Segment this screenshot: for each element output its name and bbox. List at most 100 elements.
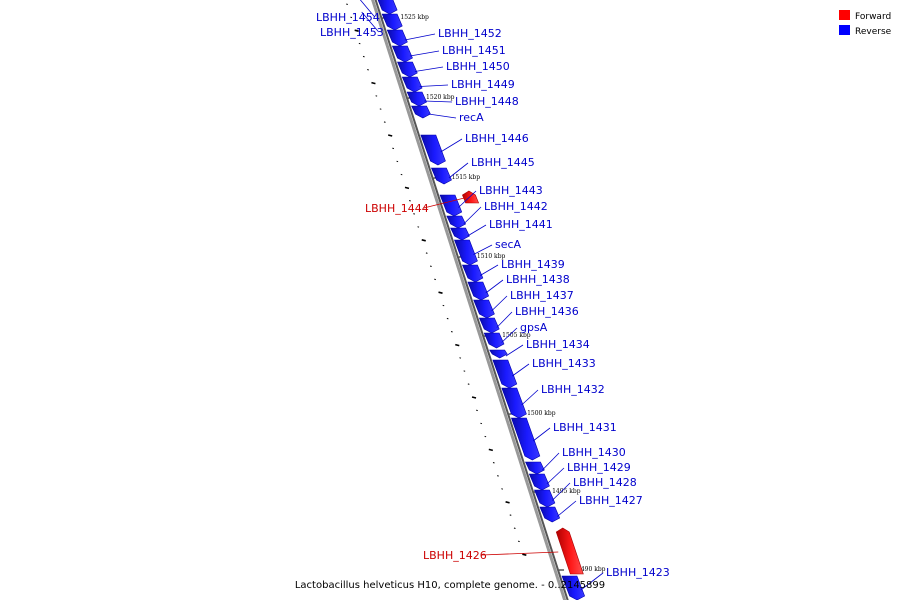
gene-label[interactable]: LBHH_1432 bbox=[541, 383, 605, 396]
gene-reverse[interactable] bbox=[430, 167, 452, 185]
label-leader-line bbox=[409, 50, 440, 57]
gene-reverse[interactable] bbox=[411, 105, 431, 119]
label-leader-line bbox=[414, 66, 444, 72]
gene-reverse[interactable] bbox=[528, 473, 550, 491]
legend-forward-swatch bbox=[839, 10, 850, 20]
label-leader-line bbox=[404, 33, 436, 41]
tick-mark bbox=[367, 69, 369, 71]
gene-label[interactable]: LBHH_1449 bbox=[451, 78, 515, 91]
gene-reverse[interactable] bbox=[461, 264, 484, 283]
gene-label[interactable]: LBHH_1454 bbox=[316, 11, 380, 24]
gene-reverse[interactable] bbox=[381, 13, 403, 31]
tick-mark bbox=[513, 527, 516, 529]
gene-label[interactable]: LBHH_1429 bbox=[567, 461, 631, 474]
gene-label[interactable]: LBHH_1426 bbox=[423, 549, 487, 562]
gene-reverse[interactable] bbox=[376, 0, 398, 15]
gene-reverse[interactable] bbox=[446, 215, 466, 229]
gene-label[interactable]: LBHH_1439 bbox=[501, 258, 565, 271]
legend: Forward Reverse bbox=[839, 10, 892, 37]
gene-label[interactable]: LBHH_1436 bbox=[515, 305, 579, 318]
gene-reverse[interactable] bbox=[473, 299, 495, 319]
gene-label[interactable]: LBHH_1452 bbox=[438, 27, 502, 40]
gene-label[interactable]: LBHH_1423 bbox=[606, 566, 670, 579]
tick-mark bbox=[388, 134, 393, 137]
tick-mark bbox=[409, 200, 411, 202]
gene-reverse[interactable] bbox=[420, 134, 446, 166]
label-leaders bbox=[359, 0, 604, 591]
legend-reverse-label: Reverse bbox=[855, 27, 892, 37]
tick-mark bbox=[497, 475, 499, 477]
gene-label[interactable]: recA bbox=[459, 111, 484, 124]
gene-reverse[interactable] bbox=[489, 349, 508, 359]
gene-label[interactable]: LBHH_1444 bbox=[365, 202, 429, 215]
gene-label[interactable]: LBHH_1431 bbox=[553, 421, 617, 434]
gene-label[interactable]: LBHH_1453 bbox=[320, 26, 384, 39]
label-leader-line bbox=[448, 162, 469, 179]
gene-forward[interactable] bbox=[555, 527, 584, 575]
gene-label[interactable]: LBHH_1430 bbox=[562, 446, 626, 459]
label-leader-line bbox=[479, 264, 499, 276]
gene-reverse[interactable] bbox=[492, 359, 518, 389]
gene-label[interactable]: LBHH_1451 bbox=[442, 44, 506, 57]
tick-mark bbox=[467, 383, 470, 385]
tick-mark bbox=[501, 488, 504, 490]
label-leader-line bbox=[580, 572, 604, 591]
gene-label[interactable]: LBHH_1427 bbox=[579, 494, 643, 507]
label-leader-line bbox=[501, 327, 518, 343]
gene-label[interactable]: LBHH_1445 bbox=[471, 156, 535, 169]
gene-label[interactable]: secA bbox=[495, 238, 522, 251]
gene-reverse[interactable] bbox=[478, 317, 500, 334]
gene-reverse[interactable] bbox=[386, 29, 408, 47]
gene-label[interactable]: LBHH_1448 bbox=[455, 95, 519, 108]
label-leader-line bbox=[428, 113, 457, 119]
gene-label[interactable]: LBHH_1450 bbox=[446, 60, 510, 73]
gene-label[interactable]: LBHH_1437 bbox=[510, 289, 574, 302]
gene-label[interactable]: LBHH_1443 bbox=[479, 184, 543, 197]
gene-label[interactable]: LBHH_1438 bbox=[506, 273, 570, 286]
gene-reverse[interactable] bbox=[467, 281, 490, 301]
genome-backbone bbox=[371, 0, 569, 600]
gene-label[interactable]: LBHH_1434 bbox=[526, 338, 590, 351]
gene-reverse[interactable] bbox=[539, 506, 561, 523]
label-leader-line bbox=[481, 551, 559, 556]
gene-label[interactable]: LBHH_1446 bbox=[465, 132, 529, 145]
tick-mark bbox=[446, 317, 449, 320]
tick-mark bbox=[492, 462, 495, 464]
gene-features bbox=[376, 0, 586, 600]
label-leader-line bbox=[440, 138, 463, 153]
label-leader-line bbox=[491, 295, 508, 312]
gene-reverse[interactable] bbox=[450, 227, 470, 241]
gene-reverse[interactable] bbox=[533, 489, 556, 508]
gene-reverse[interactable] bbox=[454, 239, 478, 266]
label-leader-line bbox=[359, 0, 376, 18]
gene-label[interactable]: gpsA bbox=[520, 321, 548, 334]
gene-reverse[interactable] bbox=[397, 61, 418, 78]
gene-reverse[interactable] bbox=[406, 91, 427, 107]
gene-reverse[interactable] bbox=[391, 45, 413, 63]
label-leader-line bbox=[458, 190, 477, 208]
label-leader-line bbox=[463, 206, 482, 225]
tick-mark bbox=[434, 278, 436, 281]
label-leader-line bbox=[361, 11, 380, 33]
label-leader-line bbox=[424, 100, 453, 103]
gene-label[interactable]: LBHH_1442 bbox=[484, 200, 548, 213]
tick-mark bbox=[480, 422, 483, 425]
gene-reverse[interactable] bbox=[401, 76, 423, 93]
gene-reverse[interactable] bbox=[510, 417, 541, 461]
tick-mark bbox=[404, 186, 410, 190]
tick-mark bbox=[463, 370, 466, 372]
label-leader-line bbox=[423, 197, 465, 209]
gene-reverse[interactable] bbox=[483, 332, 505, 349]
tick-mark bbox=[484, 435, 487, 438]
gene-label[interactable]: LBHH_1441 bbox=[489, 218, 553, 231]
tick-mark bbox=[517, 540, 520, 543]
legend-reverse-swatch bbox=[839, 25, 850, 35]
scale-tick-label: 1495 kbp bbox=[552, 488, 581, 495]
gene-reverse[interactable] bbox=[501, 387, 527, 419]
label-leader-line bbox=[473, 244, 493, 255]
gene-label[interactable]: LBHH_1433 bbox=[532, 357, 596, 370]
gene-label[interactable]: LBHH_1428 bbox=[573, 476, 637, 489]
gene-reverse[interactable] bbox=[561, 575, 586, 600]
tick-mark bbox=[392, 147, 395, 150]
gene-reverse[interactable] bbox=[525, 461, 545, 475]
